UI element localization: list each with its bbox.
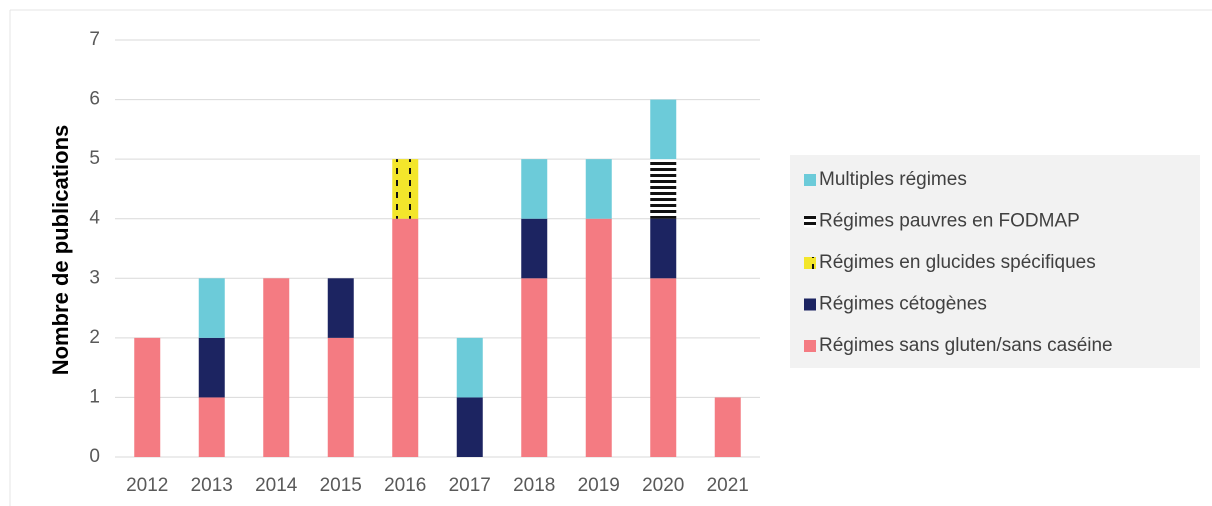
legend-swatch (804, 215, 816, 228)
y-tick-label: 0 (89, 446, 100, 467)
legend-swatch (804, 340, 816, 352)
bar-segment (327, 337, 354, 457)
legend-swatch (804, 174, 816, 186)
legend-label: Régimes en glucides spécifiques (819, 252, 1096, 273)
x-tick-label: 2019 (578, 475, 620, 496)
bar-segment (585, 218, 612, 457)
y-tick-label: 3 (89, 267, 100, 288)
bar-segment (456, 397, 483, 457)
bar-segment (714, 397, 741, 457)
legend-label: Régimes cétogènes (819, 294, 987, 315)
y-axis-label: Nombre de publications (48, 125, 73, 376)
bar-segment (521, 159, 548, 219)
bar-segment (650, 218, 677, 279)
bar-segment (392, 218, 419, 457)
bar-segment (263, 278, 290, 457)
bar-segment (327, 278, 354, 338)
bar-segment (650, 159, 677, 219)
x-tick-label: 2020 (642, 475, 684, 496)
x-tick-label: 2018 (513, 475, 555, 496)
bar-segment (521, 278, 548, 457)
bar-segment (198, 337, 225, 398)
x-tick-label: 2012 (126, 475, 168, 496)
bar-segment (392, 159, 419, 219)
legend-label: Multiples régimes (819, 169, 967, 190)
legend-box (790, 155, 1200, 368)
legend-swatch (804, 257, 816, 269)
x-tick-label: 2017 (449, 475, 491, 496)
bar-segment (198, 278, 225, 338)
x-tick-label: 2021 (707, 475, 749, 496)
x-tick-label: 2013 (191, 475, 233, 496)
x-tick-label: 2016 (384, 475, 426, 496)
legend-label: Régimes pauvres en FODMAP (819, 211, 1080, 232)
y-tick-label: 5 (89, 148, 100, 169)
bar-segment (521, 218, 548, 279)
legend-swatch (804, 298, 816, 311)
x-tick-label: 2015 (320, 475, 362, 496)
y-tick-label: 4 (89, 208, 100, 229)
bar-segment (456, 337, 483, 398)
bar-segment (650, 278, 677, 457)
y-tick-label: 2 (89, 327, 100, 348)
y-tick-label: 1 (89, 386, 100, 407)
y-tick-label: 7 (89, 29, 100, 50)
bar-segment (134, 337, 161, 457)
bar-segment (650, 99, 677, 160)
legend-label: Régimes sans gluten/sans caséine (819, 335, 1113, 356)
x-tick-label: 2014 (255, 475, 298, 496)
bar-segment (585, 159, 612, 219)
y-tick-label: 6 (89, 89, 100, 110)
bar-segment (198, 397, 225, 457)
